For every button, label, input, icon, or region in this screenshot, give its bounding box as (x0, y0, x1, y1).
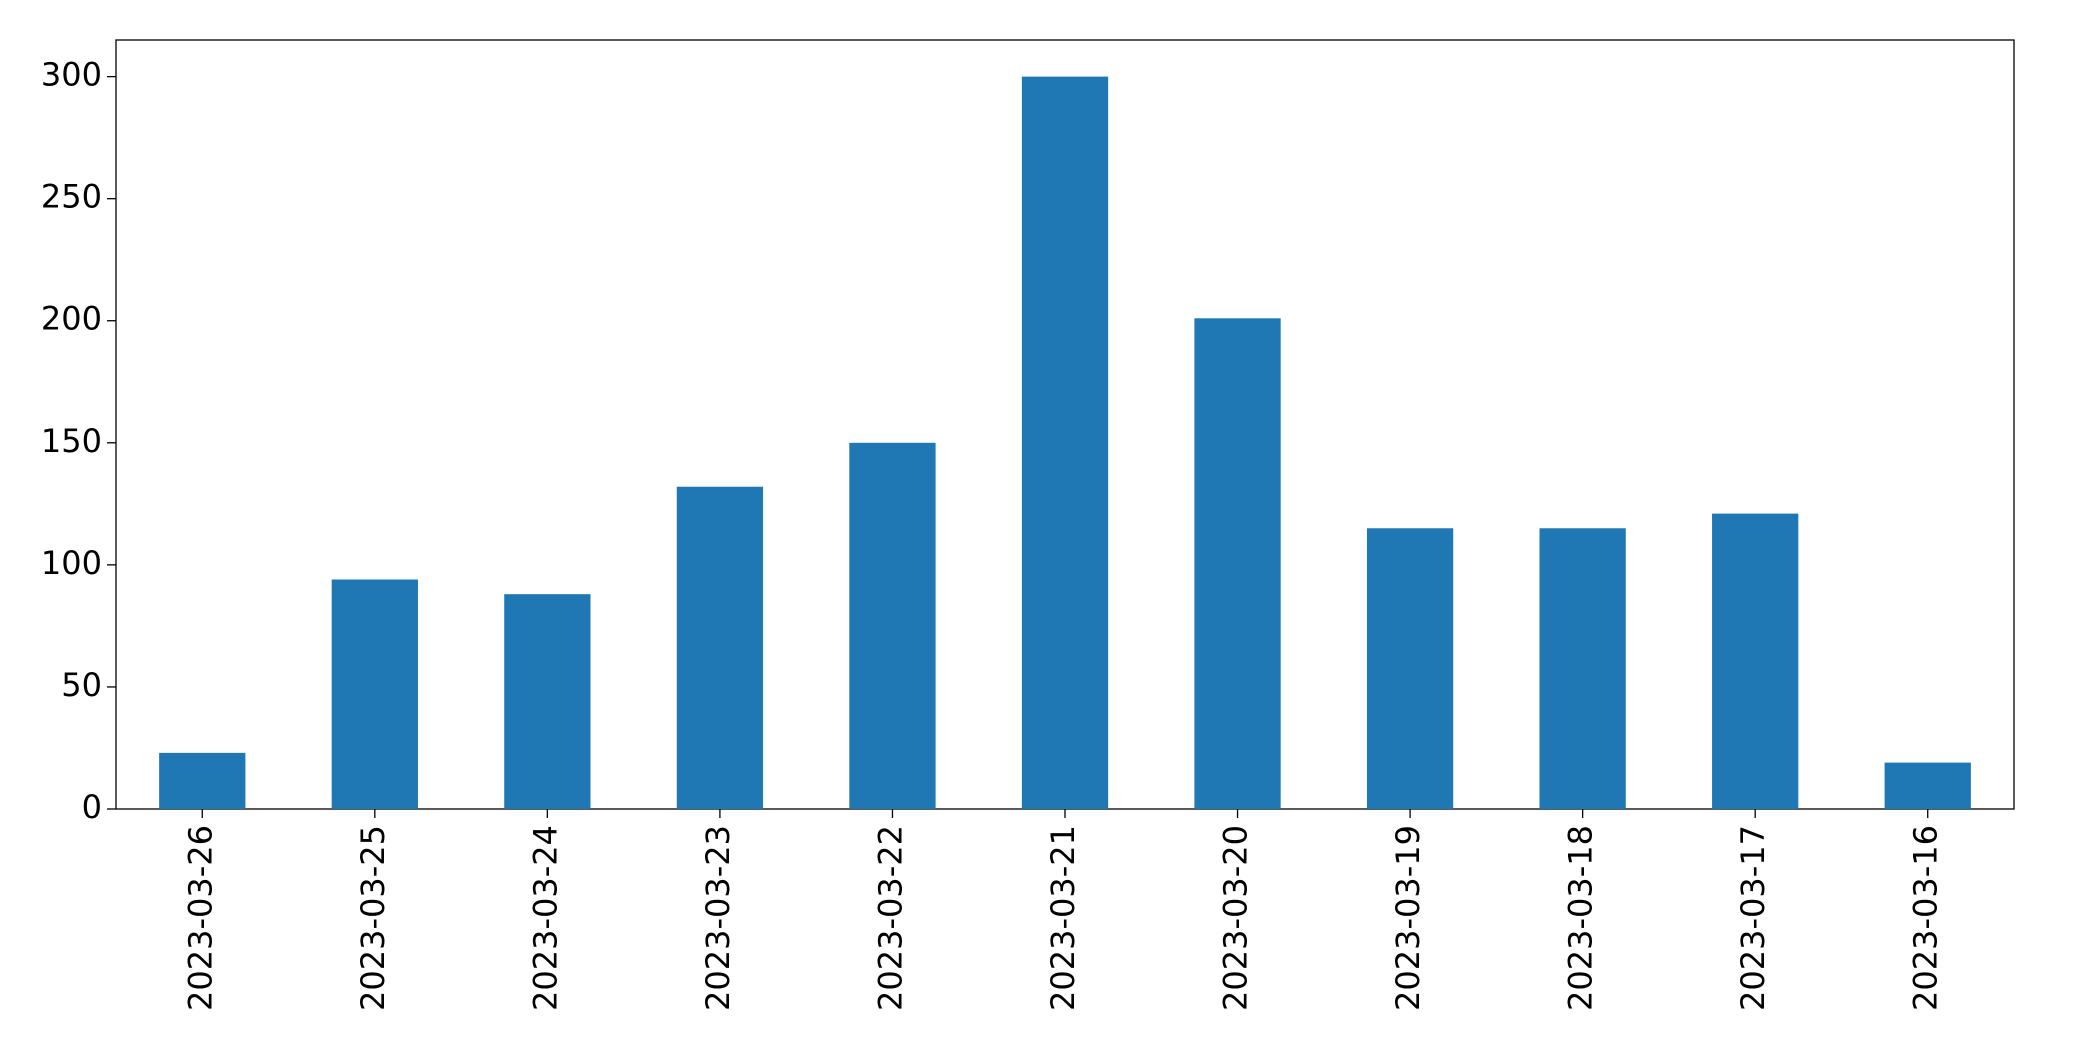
y-tick-label: 200 (41, 300, 102, 338)
x-tick-label: 2023-03-17 (1734, 825, 1772, 1011)
bar (1539, 528, 1626, 809)
y-tick-label: 100 (41, 544, 102, 582)
bar (1194, 318, 1281, 809)
y-tick-label: 0 (82, 788, 102, 826)
bar (159, 752, 246, 809)
x-tick-label: 2023-03-20 (1217, 825, 1255, 1011)
bar (504, 594, 591, 809)
y-tick-label: 300 (41, 56, 102, 94)
bar (331, 579, 418, 809)
bar (849, 442, 936, 809)
x-tick-label: 2023-03-23 (699, 825, 737, 1011)
x-tick-label: 2023-03-22 (871, 825, 909, 1011)
y-tick-label: 250 (41, 178, 102, 216)
bar (676, 486, 764, 809)
x-tick-label: 2023-03-19 (1389, 825, 1427, 1011)
x-tick-label: 2023-03-16 (1907, 825, 1945, 1011)
bar (1884, 762, 1971, 809)
x-tick-label: 2023-03-26 (181, 825, 219, 1011)
x-tick-label: 2023-03-18 (1562, 825, 1600, 1011)
y-tick-label: 150 (41, 422, 102, 460)
x-tick-label: 2023-03-25 (354, 825, 392, 1011)
bar (1712, 513, 1799, 809)
x-tick-label: 2023-03-21 (1044, 825, 1082, 1011)
y-tick-label: 50 (61, 666, 102, 704)
x-tick-label: 2023-03-24 (526, 825, 564, 1011)
bar (1021, 76, 1109, 810)
bar (1366, 528, 1454, 809)
